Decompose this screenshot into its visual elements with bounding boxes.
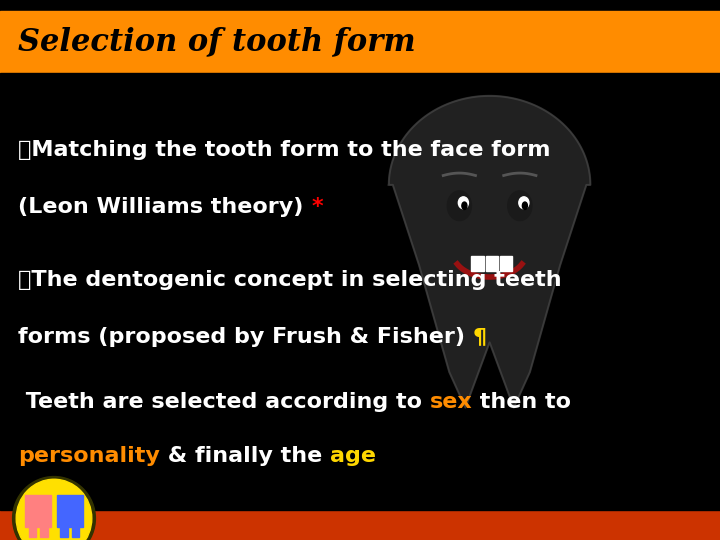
Text: forms (proposed by Frush & Fisher): forms (proposed by Frush & Fisher) bbox=[18, 327, 473, 347]
Text: personality: personality bbox=[18, 446, 160, 465]
Bar bbox=[0, 0, 720, 14]
Bar bbox=[0, 73, 720, 79]
Ellipse shape bbox=[519, 197, 529, 209]
Bar bbox=[0, 510, 720, 540]
Text: ¶: ¶ bbox=[473, 327, 487, 347]
Text: sex: sex bbox=[430, 392, 472, 411]
Text: & finally the: & finally the bbox=[160, 446, 330, 465]
Text: *: * bbox=[311, 197, 323, 217]
Ellipse shape bbox=[17, 480, 92, 540]
Bar bbox=[500, 256, 512, 271]
Ellipse shape bbox=[508, 191, 532, 221]
Text: ␧Matching the tooth form to the face form: ␧Matching the tooth form to the face for… bbox=[18, 140, 551, 160]
Bar bbox=[40, 525, 48, 537]
Text: ␧The dentogenic concept in selecting teeth: ␧The dentogenic concept in selecting tee… bbox=[18, 270, 562, 290]
Text: Teeth are selected according to: Teeth are selected according to bbox=[18, 392, 430, 411]
Bar bbox=[0, 11, 720, 73]
Polygon shape bbox=[389, 96, 590, 408]
Bar bbox=[485, 256, 498, 271]
Ellipse shape bbox=[459, 197, 469, 209]
Text: (Leon Williams theory): (Leon Williams theory) bbox=[18, 197, 311, 217]
Ellipse shape bbox=[523, 202, 528, 210]
Text: then to: then to bbox=[472, 392, 572, 411]
Ellipse shape bbox=[13, 476, 95, 540]
Ellipse shape bbox=[447, 191, 472, 221]
Bar bbox=[0, 505, 720, 510]
Text: age: age bbox=[330, 446, 376, 465]
Bar bbox=[25, 495, 51, 526]
Bar bbox=[472, 256, 484, 271]
Text: Selection of tooth form: Selection of tooth form bbox=[18, 26, 415, 57]
Bar bbox=[57, 495, 83, 526]
Bar bbox=[60, 525, 68, 537]
Bar bbox=[72, 525, 79, 537]
Bar bbox=[29, 525, 36, 537]
Ellipse shape bbox=[462, 202, 467, 210]
